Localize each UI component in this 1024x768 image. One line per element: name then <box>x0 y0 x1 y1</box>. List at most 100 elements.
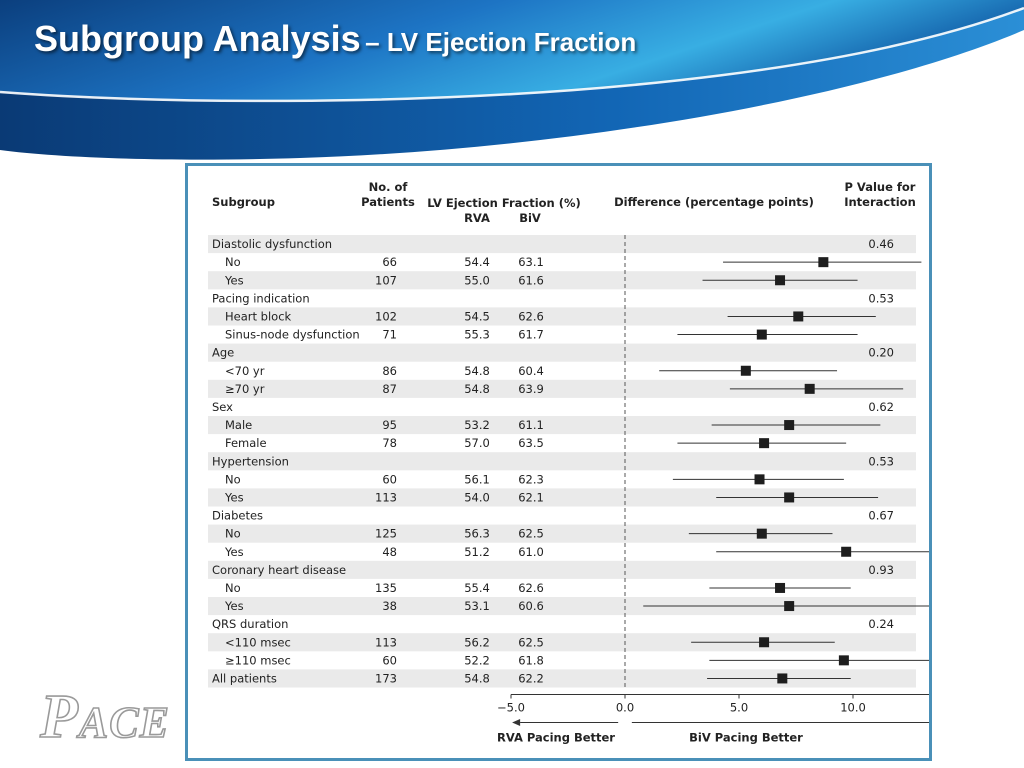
point-estimate <box>784 492 795 503</box>
row-shade <box>208 560 916 579</box>
biv-value: 62.5 <box>518 635 544 649</box>
rva-value: 55.4 <box>464 581 490 595</box>
patients-count: 38 <box>382 599 397 613</box>
header-p-2: Interaction <box>844 195 916 209</box>
logo-rest: ACE <box>78 697 170 748</box>
pace-logo: PACE <box>39 682 170 753</box>
biv-value: 61.6 <box>518 273 544 287</box>
slide-title-sub: – LV Ejection Fraction <box>365 27 637 57</box>
header-lvef: LV Ejection Fraction (%) <box>427 196 581 210</box>
header-rva: RVA <box>464 211 490 225</box>
plot-area <box>624 235 929 690</box>
point-estimate <box>756 528 767 539</box>
rva-value: 54.5 <box>464 309 490 323</box>
row-shade <box>208 524 916 543</box>
subgroup-label: No <box>225 472 241 486</box>
patients-count: 107 <box>375 273 397 287</box>
subgroup-header: Hypertension <box>212 454 289 468</box>
rva-value: 56.3 <box>464 527 490 541</box>
table-rows: Diastolic dysfunction 0.46 No 66 54.4 63.1 Yes… <box>212 237 894 685</box>
point-estimate <box>754 474 765 485</box>
row-shade <box>208 488 916 507</box>
axis-tick-label: 10.0 <box>840 701 866 715</box>
header-banner <box>0 0 1024 160</box>
patients-count: 95 <box>382 418 397 432</box>
point-estimate <box>740 365 751 376</box>
p-value: 0.53 <box>868 291 894 305</box>
subgroup-label: ≥110 msec <box>225 653 291 667</box>
patients-count: 71 <box>382 328 397 342</box>
point-estimate <box>775 275 786 286</box>
p-value: 0.93 <box>868 563 894 577</box>
row-shade <box>208 271 916 290</box>
p-value: 0.46 <box>868 237 894 251</box>
point-estimate <box>784 601 795 612</box>
header-subgroup: Subgroup <box>212 195 275 209</box>
subgroup-label: Sinus-node dysfunction <box>225 328 360 342</box>
axis-tick-label: 0.0 <box>616 701 634 715</box>
rva-value: 55.3 <box>464 328 490 342</box>
biv-value: 61.8 <box>518 653 544 667</box>
rva-value: 54.8 <box>464 364 490 378</box>
rva-value: 56.1 <box>464 472 490 486</box>
biv-value: 63.5 <box>518 436 544 450</box>
slide-title-main: Subgroup Analysis <box>34 18 361 59</box>
p-value: 0.62 <box>868 400 894 414</box>
patients-count: 173 <box>375 671 397 685</box>
subgroup-header: Pacing indication <box>212 291 310 305</box>
patients-count: 135 <box>375 581 397 595</box>
header-p-1: P Value for <box>845 180 916 194</box>
patients-count: 78 <box>382 436 397 450</box>
patients-count: 86 <box>382 364 397 378</box>
patients-count: 113 <box>375 635 397 649</box>
row-shade <box>208 235 916 254</box>
point-estimate <box>759 637 770 648</box>
subgroup-label: Yes <box>224 545 244 559</box>
subgroup-label: Heart block <box>225 309 292 323</box>
p-value: 0.53 <box>868 454 894 468</box>
header-patients-1: No. of <box>369 180 409 194</box>
patients-count: 87 <box>382 382 397 396</box>
point-estimate <box>793 311 804 322</box>
point-estimate <box>818 257 829 268</box>
biv-value: 60.6 <box>518 599 544 613</box>
subgroup-label: No <box>225 255 241 269</box>
row-shade <box>208 633 916 652</box>
point-estimate <box>777 673 788 684</box>
biv-value: 62.6 <box>518 581 544 595</box>
point-estimate <box>804 383 815 394</box>
rva-better-label: RVA Pacing Better <box>497 731 615 745</box>
row-shade <box>208 416 916 435</box>
logo-initial: P <box>39 682 79 752</box>
biv-value: 63.1 <box>518 255 544 269</box>
biv-value: 62.5 <box>518 527 544 541</box>
rva-value: 54.0 <box>464 490 490 504</box>
biv-value: 61.0 <box>518 545 544 559</box>
rva-value: 54.8 <box>464 382 490 396</box>
axis-tick-label: 5.0 <box>730 701 748 715</box>
patients-count: 60 <box>382 653 397 667</box>
row-shading <box>208 235 916 688</box>
subgroup-header: Coronary heart disease <box>212 563 346 577</box>
point-estimate <box>841 546 852 557</box>
row-shade <box>208 597 916 616</box>
header-difference: Difference (percentage points) <box>614 195 814 209</box>
subgroup-label: <70 yr <box>225 364 265 378</box>
subgroup-header: QRS duration <box>212 617 288 631</box>
subgroup-label: No <box>225 581 241 595</box>
subgroup-header: Sex <box>212 400 233 414</box>
row-shade <box>208 452 916 471</box>
rva-value: 52.2 <box>464 653 490 667</box>
rva-value: 54.4 <box>464 255 490 269</box>
p-value: 0.20 <box>868 346 894 360</box>
patients-count: 102 <box>375 309 397 323</box>
subgroup-label: No <box>225 527 241 541</box>
biv-value: 60.4 <box>518 364 544 378</box>
subgroup-label: <110 msec <box>225 635 291 649</box>
rva-value: 57.0 <box>464 436 490 450</box>
biv-value: 61.7 <box>518 328 544 342</box>
point-estimate <box>838 655 849 666</box>
subgroup-label: Yes <box>224 490 244 504</box>
point-estimate <box>756 329 767 340</box>
